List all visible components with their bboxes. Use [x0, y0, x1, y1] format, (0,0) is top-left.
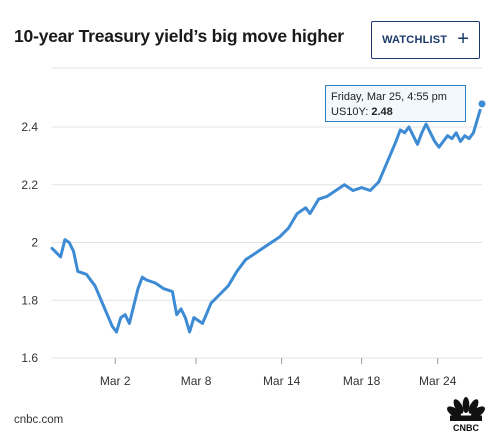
data-point — [437, 145, 441, 149]
data-point — [394, 139, 398, 143]
data-point — [476, 116, 480, 120]
data-point — [244, 258, 248, 262]
data-point — [136, 287, 140, 291]
data-point — [93, 284, 97, 288]
cnbc-peacock-logo: CNBC — [447, 397, 485, 433]
data-point — [67, 241, 71, 245]
data-point — [342, 183, 346, 187]
cnbc-logo-text: CNBC — [453, 423, 479, 433]
data-point — [403, 131, 407, 135]
data-point — [385, 160, 389, 164]
value-tooltip: Friday, Mar 25, 4:55 pm US10Y: 2.48 — [325, 85, 466, 122]
data-point — [123, 313, 127, 317]
data-point — [102, 304, 106, 308]
data-point — [454, 131, 458, 135]
data-point — [411, 134, 415, 138]
data-point — [226, 284, 230, 288]
data-point — [360, 186, 364, 190]
data-point — [420, 131, 424, 135]
data-point — [287, 226, 291, 230]
data-point — [308, 212, 312, 216]
data-point — [162, 287, 166, 291]
data-point — [175, 313, 179, 317]
data-point — [441, 139, 445, 143]
x-tick-label: Mar 24 — [419, 374, 457, 388]
tooltip-date: Friday, Mar 25, 4:55 pm — [331, 91, 447, 103]
watchlist-button[interactable]: WATCHLIST + — [371, 21, 480, 59]
data-point — [351, 189, 355, 193]
x-tick-label: Mar 8 — [181, 374, 212, 388]
data-point — [119, 316, 123, 320]
data-point — [428, 131, 432, 135]
watchlist-label: WATCHLIST — [382, 34, 448, 46]
data-point — [269, 241, 273, 245]
y-axis-ticks: 1.6 1.8 2 2.2 2.4 — [21, 120, 38, 365]
y-tick-label: 1.8 — [21, 293, 38, 307]
data-point — [132, 304, 136, 308]
data-point — [377, 180, 381, 184]
x-tick-label: Mar 14 — [263, 374, 301, 388]
data-point — [398, 128, 402, 132]
x-axis-ticks: Mar 2 Mar 8 Mar 14 Mar 18 Mar 24 — [100, 358, 457, 388]
data-point — [84, 272, 88, 276]
data-point — [471, 131, 475, 135]
plus-icon: + — [457, 28, 469, 50]
y-tick-label: 2.4 — [21, 120, 38, 134]
data-point — [72, 249, 76, 253]
data-point — [201, 321, 205, 325]
data-point — [459, 139, 463, 143]
source-label: cnbc.com — [14, 414, 64, 426]
data-point — [424, 122, 428, 126]
y-tick-label: 2.2 — [21, 178, 38, 192]
data-point — [192, 316, 196, 320]
data-point — [145, 278, 149, 282]
data-point — [153, 281, 157, 285]
data-point — [188, 330, 192, 334]
data-point — [183, 316, 187, 320]
x-tick-label: Mar 18 — [343, 374, 381, 388]
chart-title: 10-year Treasury yield’s big move higher — [14, 26, 344, 46]
x-tick-label: Mar 2 — [100, 374, 131, 388]
data-point — [407, 125, 411, 129]
data-point — [235, 269, 239, 273]
data-point — [368, 189, 372, 193]
data-point — [127, 321, 131, 325]
data-point — [446, 134, 450, 138]
data-point — [209, 301, 213, 305]
y-tick-label: 1.6 — [21, 351, 38, 365]
data-point — [295, 212, 299, 216]
data-point — [433, 139, 437, 143]
data-point — [304, 206, 308, 210]
data-point — [278, 235, 282, 239]
tooltip-value: 2.48 — [371, 106, 393, 118]
y-tick-label: 2 — [31, 236, 38, 250]
data-point — [218, 293, 222, 297]
tooltip-series: US10Y — [331, 106, 366, 118]
data-point — [179, 307, 183, 311]
data-point — [317, 197, 321, 201]
data-point — [325, 194, 329, 198]
data-point — [115, 330, 119, 334]
data-point — [63, 238, 67, 242]
data-point — [416, 142, 420, 146]
data-point — [463, 134, 467, 138]
data-point — [110, 324, 114, 328]
data-point — [467, 137, 471, 141]
last-value-marker[interactable] — [476, 98, 488, 110]
data-point — [450, 137, 454, 141]
data-point — [252, 252, 256, 256]
data-point — [76, 269, 80, 273]
yield-series-line — [50, 102, 484, 334]
tooltip-value-row: US10Y: 2.48 — [331, 106, 393, 118]
data-point — [50, 246, 54, 250]
data-point — [334, 189, 338, 193]
data-point — [261, 246, 265, 250]
data-point — [140, 275, 144, 279]
data-point — [170, 290, 174, 294]
data-point — [59, 255, 63, 259]
